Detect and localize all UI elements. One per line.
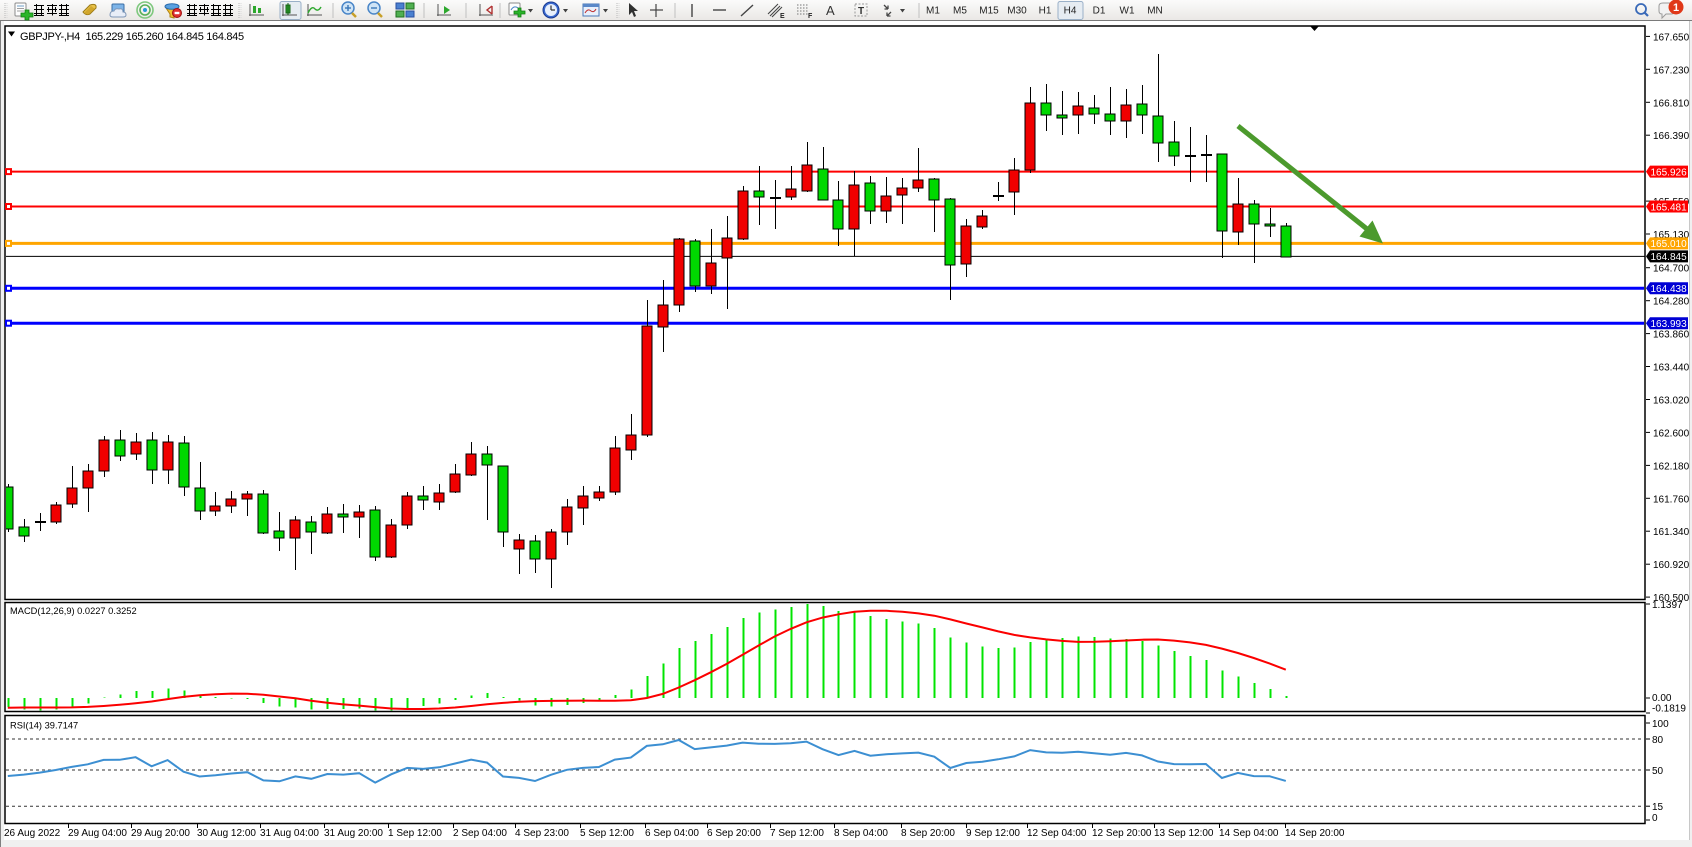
svg-text:165.010: 165.010: [1651, 239, 1688, 250]
svg-text:M5: M5: [953, 6, 967, 17]
svg-text:6 Sep 20:00: 6 Sep 20:00: [707, 828, 761, 839]
svg-text:162.180: 162.180: [1653, 461, 1690, 472]
svg-text:15: 15: [1652, 802, 1664, 813]
svg-text:100: 100: [1652, 719, 1669, 730]
svg-text:165.481: 165.481: [1651, 202, 1688, 213]
svg-text:12 Sep 04:00: 12 Sep 04:00: [1027, 828, 1087, 839]
svg-text:M1: M1: [926, 6, 940, 17]
svg-text:167.650: 167.650: [1653, 32, 1690, 43]
svg-text:164.845: 164.845: [1651, 252, 1688, 263]
svg-text:8 Sep 04:00: 8 Sep 04:00: [834, 828, 888, 839]
svg-text:161.760: 161.760: [1653, 494, 1690, 505]
svg-text:163.440: 163.440: [1653, 363, 1690, 374]
svg-text:0: 0: [1652, 813, 1658, 824]
svg-text:4 Sep 23:00: 4 Sep 23:00: [515, 828, 569, 839]
svg-text:164.700: 164.700: [1653, 264, 1690, 275]
svg-text:160.500: 160.500: [1653, 593, 1690, 604]
svg-text:1 Sep 12:00: 1 Sep 12:00: [388, 828, 442, 839]
svg-text:166.390: 166.390: [1653, 131, 1690, 142]
svg-text:163.993: 163.993: [1651, 319, 1688, 330]
svg-text:8 Sep 20:00: 8 Sep 20:00: [901, 828, 955, 839]
svg-text:164.438: 164.438: [1651, 284, 1688, 295]
svg-text:12 Sep 20:00: 12 Sep 20:00: [1092, 828, 1152, 839]
svg-text:29 Aug 20:00: 29 Aug 20:00: [131, 828, 190, 839]
svg-text:164.280: 164.280: [1653, 297, 1690, 308]
svg-text:165.130: 165.130: [1653, 230, 1690, 241]
svg-text:E: E: [780, 13, 785, 20]
svg-text:T: T: [858, 6, 864, 17]
svg-text:MACD(12,26,9) 0.0227 0.3252: MACD(12,26,9) 0.0227 0.3252: [10, 606, 137, 616]
svg-text:9 Sep 12:00: 9 Sep 12:00: [966, 828, 1020, 839]
svg-text:-0.1819: -0.1819: [1652, 704, 1686, 715]
svg-text:A: A: [826, 3, 835, 18]
svg-text:D1: D1: [1093, 6, 1106, 17]
svg-text:162.600: 162.600: [1653, 428, 1690, 439]
svg-text:160.920: 160.920: [1653, 560, 1690, 571]
svg-text:6 Sep 04:00: 6 Sep 04:00: [645, 828, 699, 839]
svg-text:MN: MN: [1147, 6, 1163, 17]
svg-text:13 Sep 12:00: 13 Sep 12:00: [1154, 828, 1214, 839]
svg-text:14 Sep 04:00: 14 Sep 04:00: [1219, 828, 1279, 839]
svg-text:31 Aug 20:00: 31 Aug 20:00: [324, 828, 383, 839]
svg-text:161.340: 161.340: [1653, 527, 1690, 538]
svg-text:M15: M15: [979, 6, 999, 17]
svg-text:31 Aug 04:00: 31 Aug 04:00: [260, 828, 319, 839]
svg-text:166.810: 166.810: [1653, 98, 1690, 109]
svg-text:1.1397: 1.1397: [1652, 600, 1683, 611]
svg-text:80: 80: [1652, 735, 1664, 746]
svg-text:163.020: 163.020: [1653, 396, 1690, 407]
svg-text:14 Sep 20:00: 14 Sep 20:00: [1285, 828, 1345, 839]
svg-text:29 Aug 04:00: 29 Aug 04:00: [68, 828, 127, 839]
svg-text:50: 50: [1652, 766, 1664, 777]
svg-text:H1: H1: [1039, 6, 1052, 17]
svg-text:5 Sep 12:00: 5 Sep 12:00: [580, 828, 634, 839]
svg-text:7 Sep 12:00: 7 Sep 12:00: [770, 828, 824, 839]
svg-text:RSI(14) 39.7147: RSI(14) 39.7147: [10, 721, 78, 731]
svg-text:163.860: 163.860: [1653, 330, 1690, 341]
svg-text:165.926: 165.926: [1651, 167, 1688, 178]
svg-text:H4: H4: [1064, 6, 1077, 17]
svg-text:W1: W1: [1120, 6, 1135, 17]
svg-text:26 Aug 2022: 26 Aug 2022: [4, 828, 61, 839]
svg-text:167.230: 167.230: [1653, 65, 1690, 76]
svg-text:1: 1: [1673, 2, 1679, 14]
svg-text:2 Sep 04:00: 2 Sep 04:00: [453, 828, 507, 839]
svg-text:GBPJPY-,H4 165.229 165.260 16: GBPJPY-,H4 165.229 165.260 164.845 164.8…: [20, 31, 244, 43]
svg-text:F: F: [808, 13, 813, 20]
svg-text:M30: M30: [1007, 6, 1027, 17]
svg-text:30 Aug 12:00: 30 Aug 12:00: [197, 828, 256, 839]
svg-text:0.00: 0.00: [1652, 693, 1672, 704]
